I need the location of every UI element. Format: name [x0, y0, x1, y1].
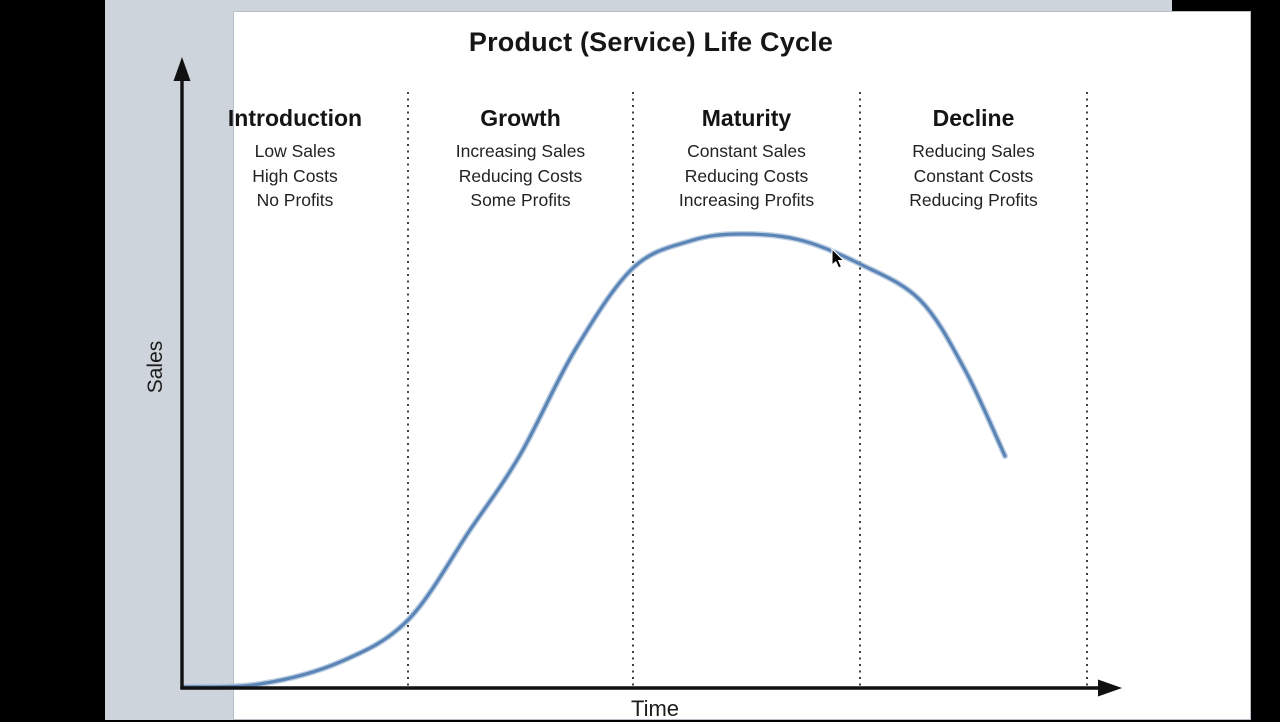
phase-line: Increasing Profits [678, 190, 815, 210]
phase-growth: Growth Increasing Sales Reducing Costs S… [408, 103, 633, 213]
phase-line: Increasing Sales [455, 141, 586, 161]
phase-line: Reducing Profits [909, 190, 1038, 210]
phase-name: Decline [932, 105, 1015, 131]
phase-line: Some Profits [470, 190, 571, 210]
phase-name: Introduction [227, 105, 363, 131]
phase-line: Reducing Costs [458, 165, 583, 186]
phase-line: High Costs [252, 165, 338, 186]
phase-line: Reducing Costs [684, 165, 809, 186]
phase-maturity: Maturity Constant Sales Reducing Costs I… [633, 103, 860, 213]
phase-line: Reducing Sales [912, 141, 1035, 161]
x-axis-label: Time [630, 696, 680, 721]
chart-title: Product (Service) Life Cycle [468, 27, 834, 57]
phase-line: No Profits [256, 190, 334, 210]
phase-line: Constant Costs [913, 165, 1034, 186]
phase-introduction: Introduction Low Sales High Costs No Pro… [182, 103, 408, 213]
phase-name: Growth [480, 105, 561, 131]
phase-name: Maturity [701, 105, 792, 131]
phase-line: Constant Sales [687, 141, 806, 161]
phase-line: Low Sales [254, 141, 336, 161]
phase-decline: Decline Reducing Sales Constant Costs Re… [860, 103, 1087, 213]
y-axis-label: Sales [144, 340, 167, 394]
